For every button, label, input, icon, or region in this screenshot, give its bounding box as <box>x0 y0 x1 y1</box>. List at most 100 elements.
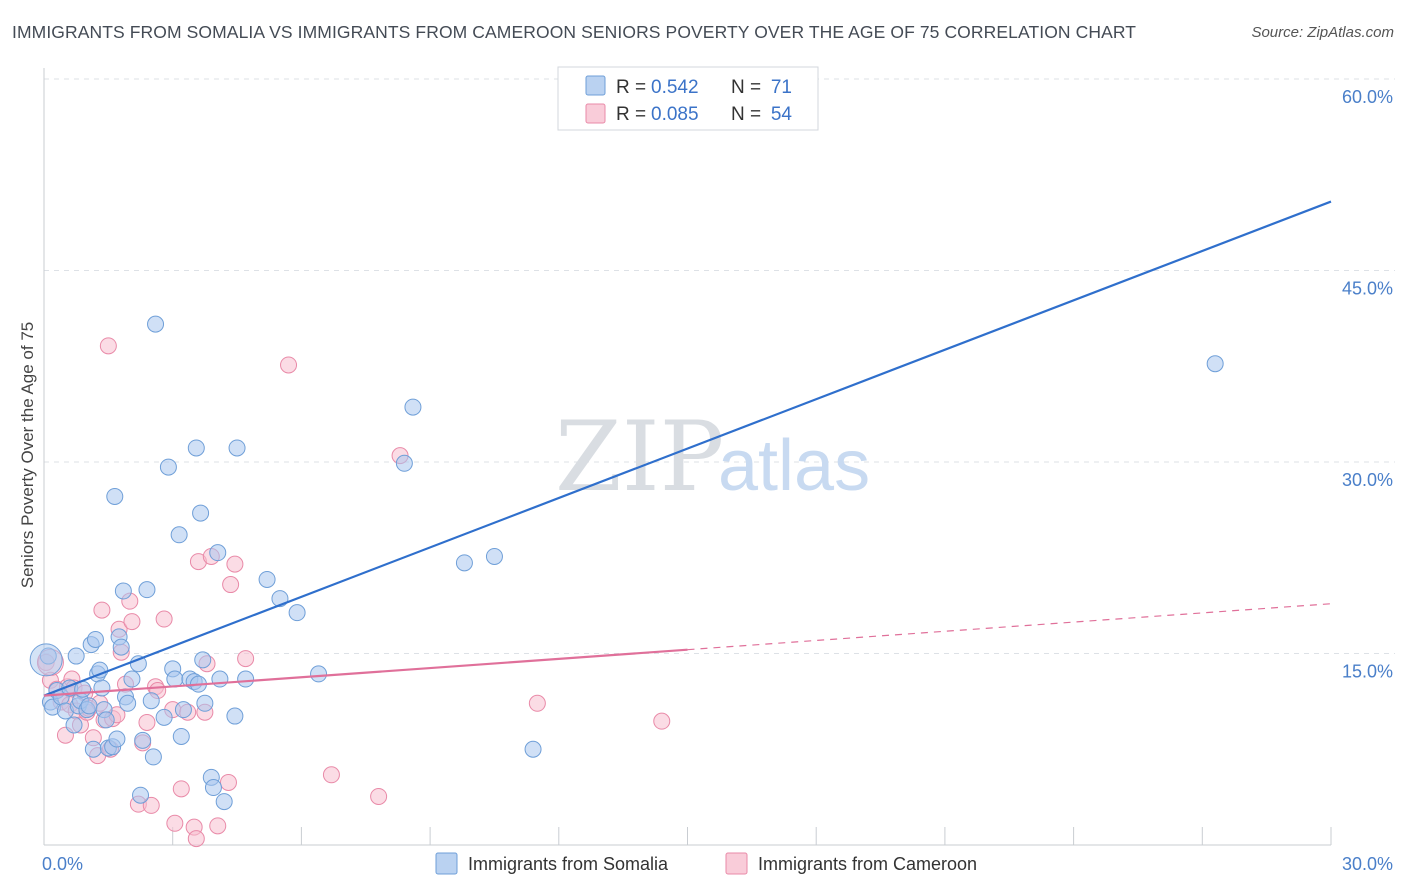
data-point-somalia <box>174 701 192 719</box>
chart-title: IMMIGRANTS FROM SOMALIA VS IMMIGRANTS FR… <box>12 22 1137 42</box>
data-point-somalia <box>288 604 306 622</box>
data-point-somalia <box>93 679 111 697</box>
data-point-somalia <box>142 692 160 710</box>
data-point-somalia <box>455 554 473 572</box>
trend-line-cameroon-extension <box>687 603 1332 651</box>
legend-r-value-cameroon: 0.085 <box>651 104 699 125</box>
trend-lines <box>43 200 1332 697</box>
data-point-somalia <box>112 638 130 656</box>
data-point-cameroon <box>222 576 240 594</box>
grid-lines <box>44 78 1395 654</box>
watermark-atlas: atlas <box>718 426 870 506</box>
legend-n-value-cameroon: 54 <box>771 104 793 125</box>
data-point-cameroon <box>237 650 255 668</box>
data-point-somalia <box>84 740 102 758</box>
data-point-cameroon <box>209 817 227 835</box>
y-tick-label: 60.0% <box>1342 87 1393 107</box>
data-point-somalia <box>226 707 244 725</box>
watermark-zip: ZIP <box>555 401 724 513</box>
data-point-cameroon <box>155 610 173 628</box>
x-tick-labels: 0.0% 30.0% <box>42 854 1393 874</box>
legend-r-value-somalia: 0.542 <box>651 77 699 98</box>
data-point-somalia <box>258 570 276 588</box>
data-point-cameroon <box>166 814 184 832</box>
data-point-somalia <box>138 581 156 599</box>
data-point-somalia <box>114 582 132 600</box>
data-point-somalia <box>134 731 152 749</box>
y-tick-label: 30.0% <box>1342 470 1393 490</box>
legend-n-label-cameroon: N = <box>731 104 761 125</box>
data-point-somalia <box>132 786 150 804</box>
data-point-cameroon <box>142 796 160 814</box>
source-credit: Source: ZipAtlas.com <box>1251 24 1394 41</box>
bottom-legend-swatch-cameroon <box>725 852 748 875</box>
trend-line-somalia <box>43 200 1332 697</box>
data-point-somalia <box>192 504 210 522</box>
data-point-cameroon <box>93 601 111 619</box>
data-point-cameroon <box>653 712 671 730</box>
x-tick-label: 30.0% <box>1342 854 1393 874</box>
data-point-somalia <box>211 670 229 688</box>
bottom-legend-label-somalia: Immigrants from Somalia <box>468 854 669 874</box>
data-point-cameroon <box>370 787 388 805</box>
y-tick-label: 45.0% <box>1342 279 1393 299</box>
y-axis-label: Seniors Poverty Over the Age of 75 <box>18 322 37 588</box>
data-point-somalia <box>144 748 162 766</box>
data-point-somalia <box>485 547 503 565</box>
data-point-somalia <box>159 458 177 476</box>
data-point-somalia <box>170 526 188 544</box>
data-point-cameroon <box>219 773 237 791</box>
data-point-cameroon <box>226 555 244 573</box>
y-tick-label: 15.0% <box>1342 662 1393 682</box>
data-point-somalia <box>123 670 141 688</box>
axes <box>43 68 1332 846</box>
data-point-somalia <box>108 730 126 748</box>
data-point-somalia <box>29 643 63 677</box>
x-tick-label: 0.0% <box>42 854 83 874</box>
data-point-somalia <box>228 439 246 457</box>
trend-line-cameroon <box>43 648 688 697</box>
data-point-somalia <box>155 708 173 726</box>
data-point-somalia <box>404 398 422 416</box>
bottom-legend-label-cameroon: Immigrants from Cameroon <box>758 854 977 874</box>
data-point-somalia <box>204 779 222 797</box>
data-point-cameroon <box>280 356 298 374</box>
legend-n-value-somalia: 71 <box>771 77 792 98</box>
legend-swatch-somalia <box>585 75 606 96</box>
watermark: ZIP atlas <box>555 401 870 513</box>
data-point-somalia <box>166 670 184 688</box>
y-tick-labels: 15.0% 30.0% 45.0% 60.0% <box>1342 87 1393 682</box>
data-point-somalia <box>65 716 83 734</box>
data-point-somalia <box>237 670 255 688</box>
data-point-somalia <box>106 487 124 505</box>
data-point-cameroon <box>172 780 190 798</box>
legend-n-label-somalia: N = <box>731 77 761 98</box>
data-point-somalia <box>194 651 212 669</box>
data-point-somalia <box>524 740 542 758</box>
data-point-somalia <box>97 711 115 729</box>
data-point-cameroon <box>187 830 205 848</box>
data-point-somalia <box>172 727 190 745</box>
data-point-somalia <box>86 630 104 648</box>
bottom-legend: Immigrants from Somalia Immigrants from … <box>435 852 977 875</box>
data-point-cameroon <box>528 694 546 712</box>
data-point-somalia <box>196 694 214 712</box>
data-point-somalia <box>209 544 227 562</box>
data-point-somalia <box>310 665 328 683</box>
bottom-legend-swatch-somalia <box>435 852 458 875</box>
data-point-somalia <box>147 315 165 333</box>
data-point-somalia <box>67 647 85 665</box>
data-point-somalia <box>395 454 413 472</box>
data-point-somalia <box>80 697 98 715</box>
legend: R = 0.542 N = 71 R = 0.085 N = 54 <box>557 66 819 131</box>
data-point-somalia <box>187 439 205 457</box>
data-point-somalia <box>1206 355 1224 373</box>
data-point-cameroon <box>138 713 156 731</box>
data-point-somalia <box>129 655 147 673</box>
data-point-cameroon <box>123 613 141 631</box>
data-point-cameroon <box>99 337 117 355</box>
legend-swatch-cameroon <box>585 103 606 124</box>
data-point-somalia <box>119 694 137 712</box>
data-point-somalia <box>215 793 233 811</box>
